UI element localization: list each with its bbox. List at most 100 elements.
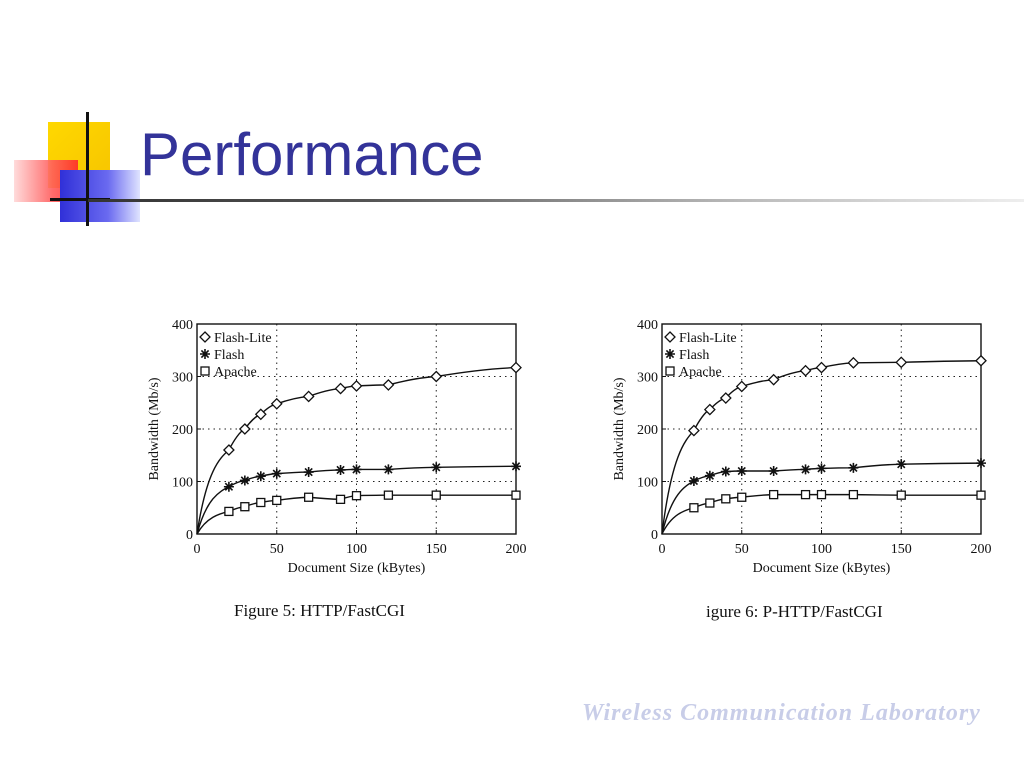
y-tick-label: 200 xyxy=(172,423,193,438)
legend-marker-square xyxy=(200,366,210,376)
data-point-star xyxy=(431,462,442,473)
series-star xyxy=(661,458,986,535)
data-point-star xyxy=(351,464,362,475)
data-point-diamond xyxy=(847,356,860,369)
data-point-square xyxy=(896,490,906,500)
chart-http-fastcgi: 0 100 200 300 400 0 50 100 150 200 Document Size (… xyxy=(147,318,527,576)
y-tick-label: 400 xyxy=(172,318,193,333)
x-tick-label: 100 xyxy=(346,542,367,557)
data-point-diamond xyxy=(703,403,716,416)
data-point-diamond xyxy=(222,444,235,456)
data-point-star xyxy=(688,475,699,486)
deco-horizontal-line xyxy=(50,198,110,201)
data-point-square xyxy=(351,491,362,501)
data-point-star xyxy=(303,467,314,478)
legend: Flash-Lite Flash Apache xyxy=(199,331,272,380)
legend-label: Flash xyxy=(679,348,709,363)
series-diamond xyxy=(661,354,987,535)
data-point-square xyxy=(976,490,986,500)
legend-label: Apache xyxy=(214,365,257,380)
data-point-diamond xyxy=(975,354,987,367)
x-axis-label: Document Size (kBytes) xyxy=(753,561,891,576)
y-tick-label: 100 xyxy=(172,476,193,491)
x-tick-label: 200 xyxy=(971,542,992,557)
data-point-star xyxy=(816,463,827,474)
legend-marker-star xyxy=(200,349,210,359)
series-line xyxy=(661,360,982,535)
data-point-square xyxy=(272,495,282,506)
deco-blue-block xyxy=(60,170,140,222)
chart-caption-left: Figure 5: HTTP/FastCGI xyxy=(234,601,405,620)
legend-marker-diamond xyxy=(199,331,211,343)
data-point-star xyxy=(255,471,266,482)
data-point-diamond xyxy=(254,408,267,421)
data-point-diamond xyxy=(510,361,522,374)
y-axis-label: Bandwidth (Mb/s) xyxy=(612,377,627,480)
data-point-diamond xyxy=(382,378,395,391)
data-point-diamond xyxy=(767,373,780,386)
data-point-square xyxy=(816,489,827,500)
data-point-square xyxy=(256,497,266,508)
legend-marker-square xyxy=(665,366,675,376)
x-tick-label: 150 xyxy=(891,542,912,557)
data-point-star xyxy=(223,481,234,492)
data-point-star xyxy=(704,470,715,481)
data-point-square xyxy=(848,489,859,500)
data-point-diamond xyxy=(895,356,908,369)
x-tick-label: 150 xyxy=(426,542,447,557)
data-point-star xyxy=(511,461,521,472)
data-point-star xyxy=(768,466,779,476)
data-point-square xyxy=(705,498,715,508)
x-tick-label: 200 xyxy=(506,542,527,557)
data-point-square xyxy=(240,502,250,512)
series-star xyxy=(196,461,521,535)
data-point-diamond xyxy=(735,380,748,393)
y-tick-label: 200 xyxy=(637,423,658,438)
data-point-diamond xyxy=(815,361,828,374)
data-point-square xyxy=(335,494,346,505)
legend-label: Apache xyxy=(679,365,722,380)
data-point-star xyxy=(239,475,250,486)
data-point-square xyxy=(511,490,521,500)
title-underline xyxy=(88,199,1024,202)
data-point-diamond xyxy=(270,397,283,410)
data-point-square xyxy=(721,494,731,504)
x-tick-label: 50 xyxy=(735,542,749,557)
data-point-star xyxy=(335,464,346,475)
data-point-square xyxy=(800,489,811,500)
data-point-square xyxy=(431,490,441,500)
y-tick-label: 100 xyxy=(637,476,658,491)
y-axis-label: Bandwidth (Mb/s) xyxy=(147,377,162,480)
data-point-diamond xyxy=(799,364,812,377)
data-point-star xyxy=(383,464,394,475)
legend-marker-diamond xyxy=(664,331,676,343)
x-tick-label: 0 xyxy=(194,542,201,557)
x-tick-label: 100 xyxy=(811,542,832,557)
slide-title: Performance xyxy=(140,121,484,188)
legend-label: Flash xyxy=(214,348,244,363)
data-point-star xyxy=(720,466,731,477)
data-point-square xyxy=(383,490,394,500)
data-point-square xyxy=(737,492,747,502)
chart-p-http-fastcgi: 0 100 200 300 400 0 50 100 150 200 Document Size (… xyxy=(612,318,992,576)
y-tick-label: 0 xyxy=(651,528,658,543)
watermark-text: Wireless Communication Laboratory xyxy=(582,700,981,726)
x-axis-label: Document Size (kBytes) xyxy=(288,561,426,576)
data-point-diamond xyxy=(334,382,347,395)
data-point-star xyxy=(800,464,811,475)
data-point-star xyxy=(848,462,859,473)
y-tick-label: 300 xyxy=(172,371,193,386)
legend-marker-star xyxy=(665,349,675,359)
data-point-square xyxy=(224,506,234,517)
data-point-diamond xyxy=(302,390,315,403)
data-point-diamond xyxy=(430,370,443,383)
y-tick-label: 0 xyxy=(186,528,193,543)
y-tick-label: 300 xyxy=(637,371,658,386)
data-point-diamond xyxy=(238,423,251,435)
data-point-diamond xyxy=(350,380,363,392)
y-tick-label: 400 xyxy=(637,318,658,333)
x-tick-label: 50 xyxy=(270,542,284,557)
data-point-square xyxy=(768,489,779,500)
chart-caption-right: igure 6: P-HTTP/FastCGI xyxy=(706,602,883,621)
x-tick-label: 0 xyxy=(659,542,666,557)
